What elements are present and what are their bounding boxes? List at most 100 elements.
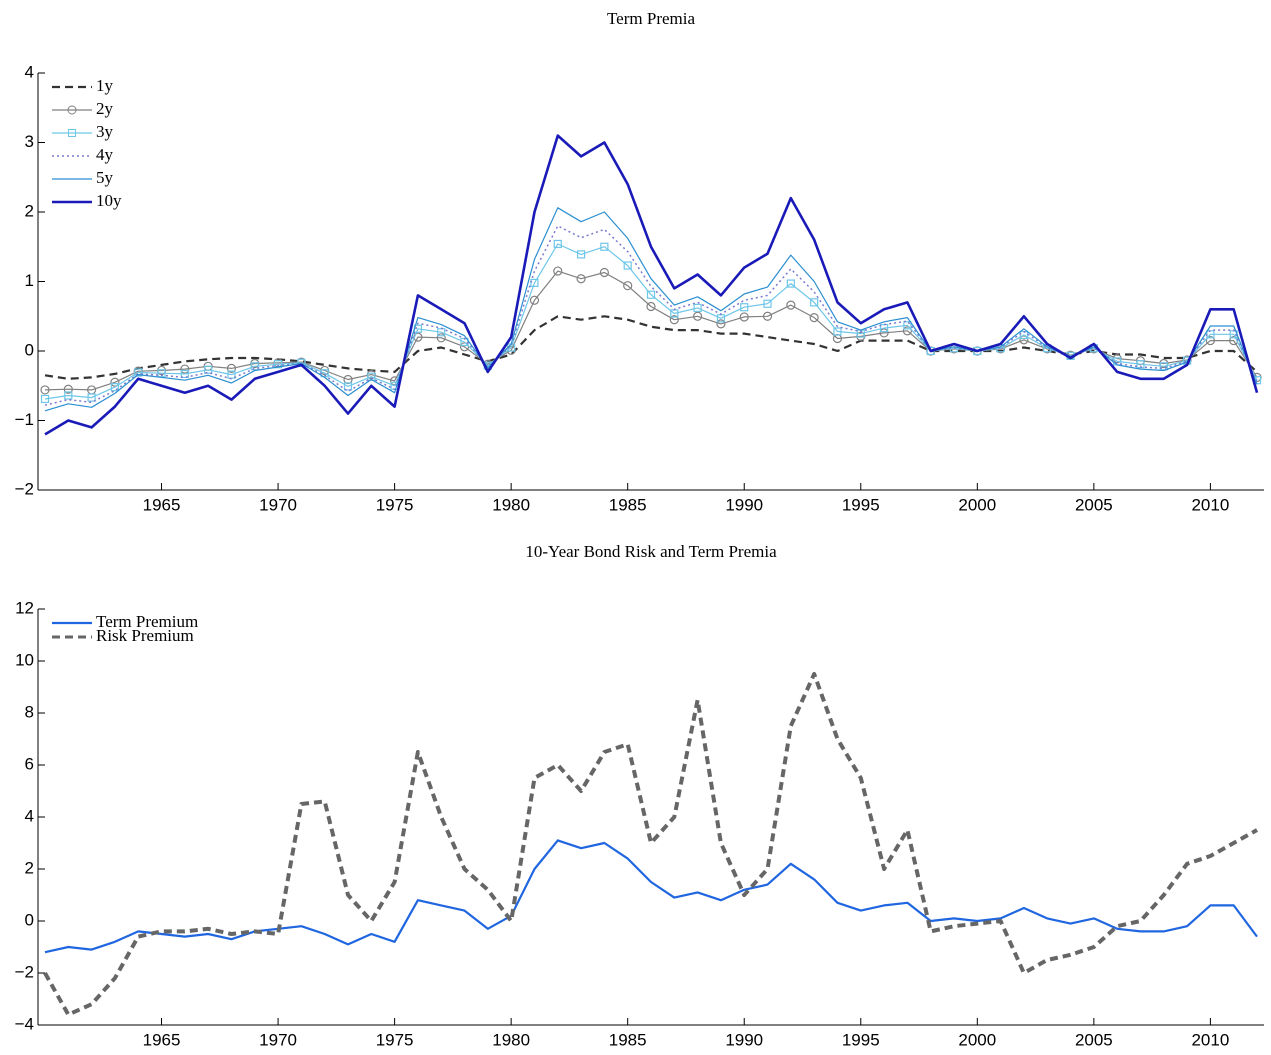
x-tick-label: 1990 <box>725 1030 763 1049</box>
point-marker <box>786 279 795 288</box>
point-marker <box>180 364 190 374</box>
point-marker <box>576 274 586 284</box>
x-tick-label: 1995 <box>842 495 880 514</box>
series-line <box>44 225 1258 406</box>
legend-label: 5y <box>96 168 114 187</box>
legend-label: Risk Premium <box>96 626 194 645</box>
legend-label: 3y <box>96 122 114 141</box>
point-marker <box>879 328 889 338</box>
legend-label: 4y <box>96 145 114 164</box>
point-marker <box>623 281 633 291</box>
legend-label: 1y <box>96 76 114 95</box>
y-tick-label: 10 <box>15 650 34 669</box>
point-marker <box>693 311 703 321</box>
point-marker <box>693 303 702 313</box>
y-tick-label: 2 <box>25 201 34 220</box>
point-marker <box>250 362 259 371</box>
series-line <box>44 315 1258 380</box>
point-marker <box>1019 335 1029 345</box>
series-line <box>43 672 1258 1017</box>
y-tick-label: 8 <box>25 702 34 721</box>
x-tick-label: 1965 <box>143 1030 181 1049</box>
point-marker <box>576 250 586 259</box>
point-marker <box>716 319 726 329</box>
point-marker <box>436 333 446 343</box>
x-tick-label: 1980 <box>492 1030 530 1049</box>
point-marker <box>110 377 120 387</box>
point-marker <box>646 301 656 312</box>
legend-label: 10y <box>96 191 122 210</box>
y-tick-label: 0 <box>25 910 34 929</box>
legend-label: 2y <box>96 99 114 118</box>
chart-title: Term Premia <box>607 9 695 28</box>
point-marker <box>1205 335 1215 346</box>
y-tick-label: 2 <box>25 858 34 877</box>
point-marker <box>810 298 819 307</box>
point-marker <box>739 312 749 322</box>
point-marker <box>530 278 539 287</box>
y-tick-label: −4 <box>15 1014 34 1033</box>
y-tick-label: −2 <box>15 479 34 498</box>
y-tick-label: −1 <box>15 410 34 429</box>
y-tick-label: −2 <box>15 962 34 981</box>
point-marker <box>226 363 237 373</box>
point-marker <box>273 360 283 369</box>
point-marker <box>63 384 73 394</box>
series-line <box>44 270 1258 391</box>
chart-title: 10-Year Bond Risk and Term Premia <box>525 542 777 561</box>
point-marker <box>879 323 889 333</box>
y-tick-label: 4 <box>25 62 34 81</box>
point-marker <box>180 369 189 379</box>
x-tick-label: 2005 <box>1075 495 1113 514</box>
x-tick-label: 2010 <box>1191 495 1229 514</box>
point-marker <box>40 394 50 404</box>
point-marker <box>204 365 213 374</box>
x-tick-label: 2000 <box>958 1030 996 1049</box>
point-marker <box>110 383 120 392</box>
point-marker <box>1159 362 1168 371</box>
point-marker <box>157 369 166 378</box>
x-tick-label: 1970 <box>259 495 297 514</box>
x-tick-label: 1990 <box>725 495 763 514</box>
series-line <box>44 134 1259 436</box>
point-marker <box>529 295 540 305</box>
point-marker <box>809 313 819 323</box>
point-marker <box>40 385 50 395</box>
y-tick-label: 3 <box>25 132 34 151</box>
x-tick-label: 2005 <box>1075 1030 1113 1049</box>
point-marker <box>600 242 609 251</box>
point-marker <box>623 261 632 270</box>
point-marker <box>902 326 912 336</box>
point-marker <box>64 391 73 400</box>
legend-marker <box>68 129 76 137</box>
x-tick-label: 1980 <box>492 495 530 514</box>
point-marker <box>740 303 749 312</box>
point-marker <box>553 239 562 249</box>
series-line <box>44 839 1258 954</box>
y-tick-label: 0 <box>25 340 34 359</box>
point-marker <box>134 368 143 377</box>
x-tick-label: 2010 <box>1191 1030 1229 1049</box>
x-tick-label: 1965 <box>143 495 181 514</box>
series-line <box>44 207 1258 412</box>
point-marker <box>646 290 656 299</box>
x-tick-label: 1970 <box>259 1030 297 1049</box>
point-marker <box>669 315 679 325</box>
point-marker <box>833 327 842 336</box>
point-marker <box>763 299 772 308</box>
x-tick-label: 1985 <box>609 1030 647 1049</box>
legend-label: Term Premium <box>96 612 198 631</box>
point-marker <box>903 321 912 330</box>
y-tick-label: 12 <box>15 598 34 617</box>
point-marker <box>762 311 773 321</box>
x-tick-label: 1995 <box>842 1030 880 1049</box>
x-tick-label: 1975 <box>376 495 414 514</box>
x-tick-label: 2000 <box>958 495 996 514</box>
series-line <box>44 243 1258 400</box>
point-marker <box>343 382 353 391</box>
point-marker <box>599 267 609 278</box>
x-tick-label: 1975 <box>376 1030 414 1049</box>
y-tick-label: 4 <box>25 806 34 825</box>
y-tick-label: 6 <box>25 754 34 773</box>
